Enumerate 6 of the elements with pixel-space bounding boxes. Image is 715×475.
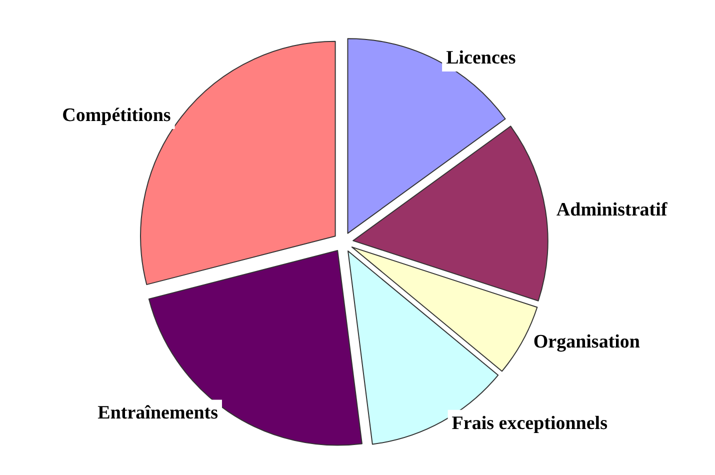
slice-label: Frais exceptionnels (452, 412, 608, 434)
slice-label: Entraînements (98, 402, 218, 424)
slice-label: Licences (446, 48, 516, 69)
slice-label: Compétitions (62, 105, 171, 126)
slice-label: Administratif (556, 199, 668, 220)
slice-label: Organisation (533, 331, 640, 352)
